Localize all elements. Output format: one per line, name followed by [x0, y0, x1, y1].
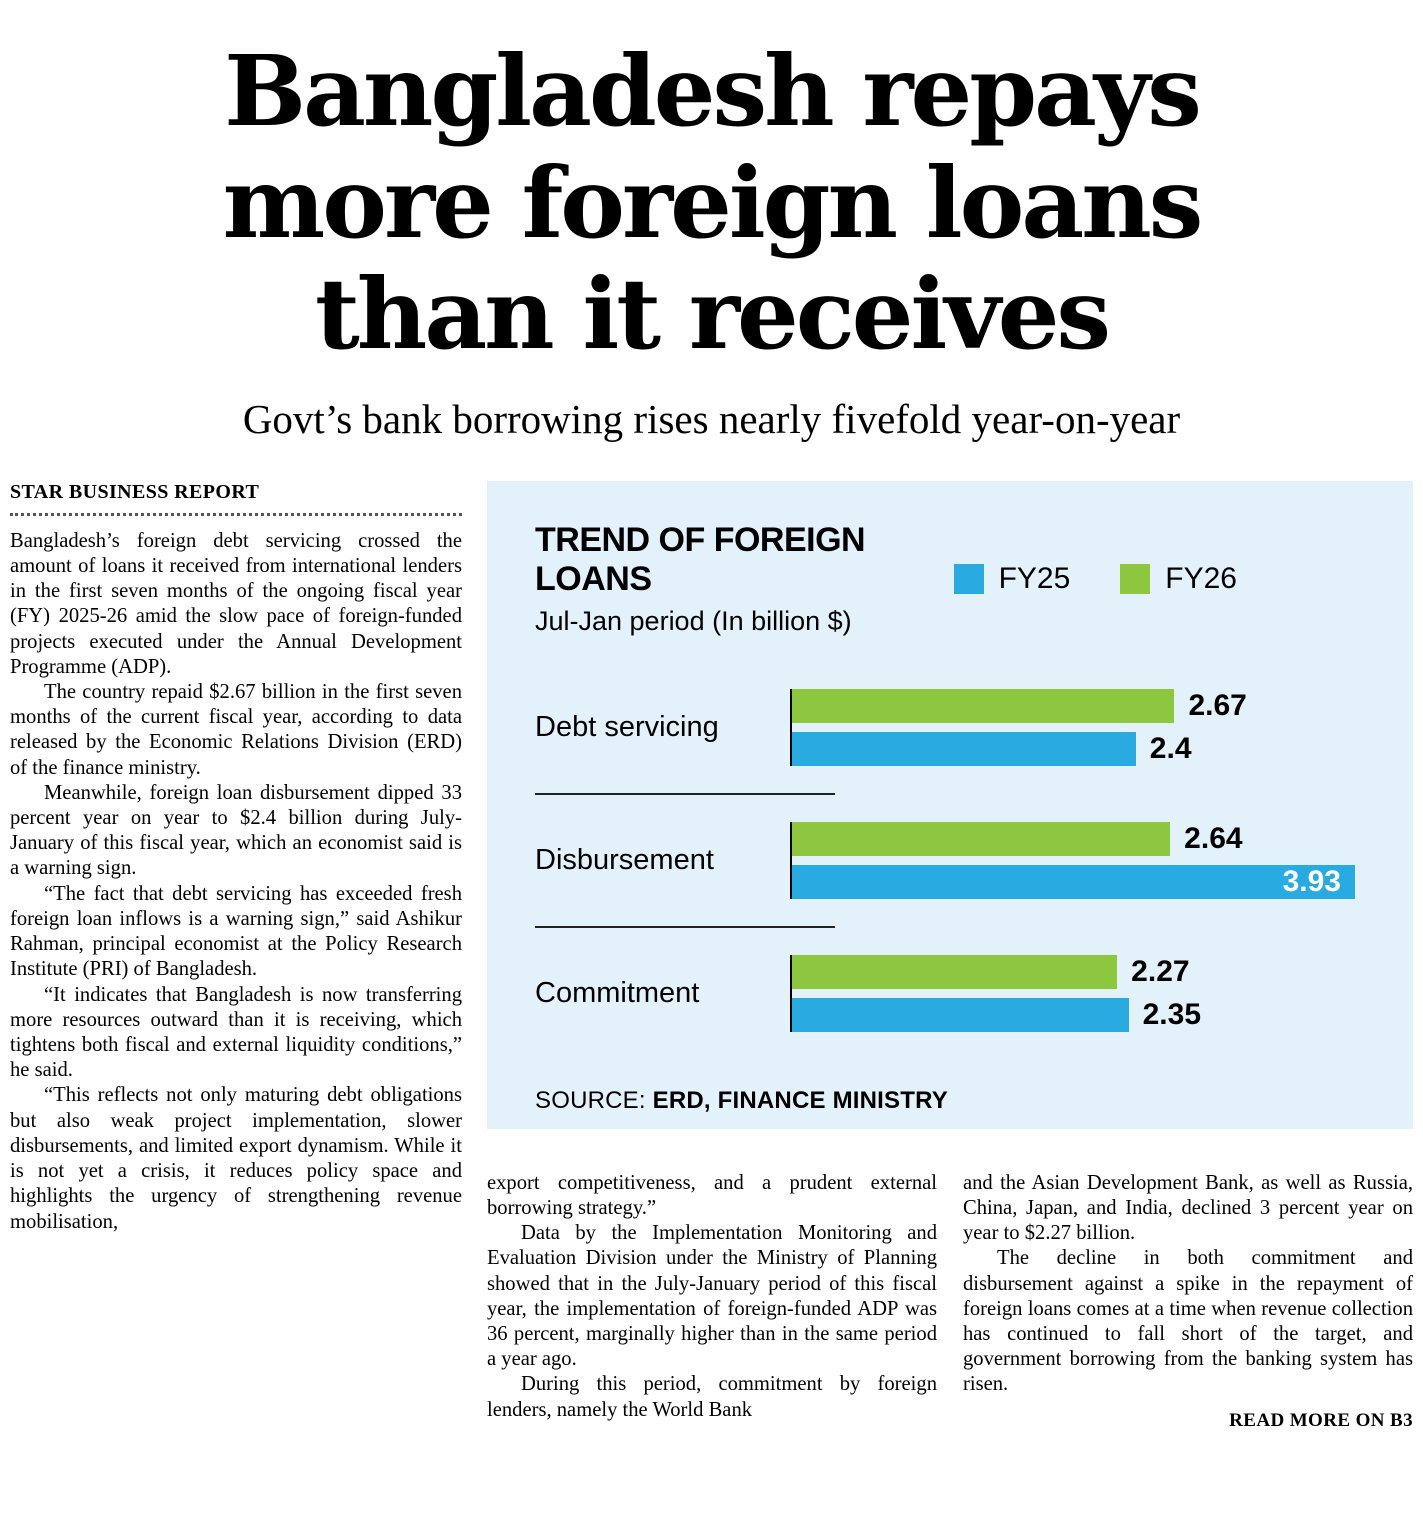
bar-row: 2.64 [792, 821, 1365, 856]
legend-label: FY26 [1165, 561, 1237, 595]
article-paragraph: and the Asian Development Bank, as well … [963, 1171, 1413, 1245]
bar-row: 2.35 [792, 997, 1365, 1032]
column-3-paragraphs: and the Asian Development Bank, as well … [963, 1171, 1413, 1398]
chart-category-label: Debt servicing [535, 710, 719, 743]
chart-bars: 2.27 2.35 [790, 954, 1365, 1032]
article-paragraph: export competitiveness, and a prudent ex… [487, 1171, 937, 1219]
chart-title-block: TREND OF FOREIGN LOANS Jul-Jan period (I… [535, 521, 954, 637]
bar-row: 2.4 [792, 731, 1365, 766]
bar-fy25 [792, 997, 1129, 1032]
byline-rule [10, 512, 462, 516]
article-column-1: STAR BUSINESS REPORT Bangladesh’s foreig… [10, 481, 462, 1432]
article-paragraph: During this period, commitment by foreig… [487, 1373, 937, 1421]
headline-line: Bangladesh repays [224, 34, 1202, 148]
legend-swatch [1120, 563, 1151, 594]
bar-row: 2.27 [792, 954, 1365, 989]
article-paragraph: The country repaid $2.67 billion in the … [10, 680, 462, 779]
article-body: STAR BUSINESS REPORT Bangladesh’s foreig… [10, 480, 1413, 1432]
article-paragraph: Data by the Implementation Monitoring an… [487, 1222, 937, 1371]
chart-bars: 2.67 2.4 [790, 688, 1365, 766]
article-column-3: and the Asian Development Bank, as well … [963, 1171, 1413, 1432]
bar-fy25: 3.93 [792, 864, 1355, 899]
chart-separator [535, 925, 835, 928]
bar-value-label: 3.93 [1282, 864, 1341, 898]
chart-group: Debt servicing 2.67 2.4 [535, 688, 1365, 766]
bar-value-label: 2.64 [1184, 821, 1243, 855]
bar-row: 2.67 [792, 688, 1365, 723]
chart-subtitle: Jul-Jan period (In billion $) [535, 605, 852, 636]
chart-legend: FY25 FY26 [953, 561, 1237, 596]
chart-source: SOURCE: ERD, FINANCE MINISTRY [535, 1087, 1365, 1115]
chart-groups: Debt servicing 2.67 2.4 Disbursement 2.64 3.9… [535, 688, 1365, 1032]
right-area: TREND OF FOREIGN LOANS Jul-Jan period (I… [487, 480, 1413, 1432]
headline: Bangladesh repays more foreign loans than … [10, 34, 1413, 372]
chart-bars: 2.64 3.93 [790, 821, 1365, 899]
chart-source-label: SOURCE: [535, 1086, 646, 1114]
article-column-2: export competitiveness, and a prudent ex… [487, 1171, 937, 1432]
bar-value-label: 2.27 [1131, 954, 1190, 988]
bar-fy25 [792, 731, 1136, 766]
bar-row: 3.93 [792, 864, 1365, 899]
read-more: READ MORE ON B3 [1229, 1409, 1413, 1431]
column-1-paragraphs: Bangladesh’s foreign debt servicing cros… [10, 529, 462, 1235]
chart-header: TREND OF FOREIGN LOANS Jul-Jan period (I… [535, 521, 1365, 637]
bar-fy26 [792, 688, 1175, 723]
bar-value-label: 2.4 [1149, 731, 1192, 765]
headline-line: than it receives [314, 257, 1111, 372]
subheadline: Govt’s bank borrowing rises nearly fivef… [242, 395, 1181, 442]
article-paragraph: “The fact that debt servicing has exceed… [10, 882, 462, 981]
chart-separator [535, 792, 835, 795]
chart-source-text: ERD, FINANCE MINISTRY [652, 1086, 948, 1114]
article-paragraph: Meanwhile, foreign loan disbursement dip… [10, 781, 462, 880]
chart-category-label: Disbursement [535, 843, 714, 876]
chart-group: Disbursement 2.64 3.93 [535, 821, 1365, 899]
legend-item-fy26: FY26 [1120, 562, 1237, 596]
chart-title: TREND OF FOREIGN LOANS [535, 520, 866, 598]
bar-fy26 [792, 954, 1118, 989]
chart-group: Commitment 2.27 2.35 [535, 954, 1365, 1032]
article-paragraph: “It indicates that Bangladesh is now tra… [10, 983, 462, 1082]
bottom-columns: export competitiveness, and a prudent ex… [487, 1171, 1413, 1432]
byline: STAR BUSINESS REPORT [10, 480, 260, 503]
article-paragraph: The decline in both commitment and disbu… [963, 1247, 1413, 1396]
legend-label: FY25 [998, 561, 1071, 595]
legend-item-fy25: FY25 [953, 561, 1071, 596]
bar-value-label: 2.67 [1188, 688, 1247, 722]
chart-panel: TREND OF FOREIGN LOANS Jul-Jan period (I… [487, 480, 1413, 1129]
bar-fy26 [792, 821, 1171, 856]
legend-swatch [953, 563, 984, 594]
article-paragraph: Bangladesh’s foreign debt servicing cros… [10, 529, 462, 678]
headline-line: more foreign loans [222, 145, 1204, 260]
chart-category-label: Commitment [535, 976, 700, 1009]
bar-value-label: 2.35 [1142, 997, 1202, 1031]
article-paragraph: “This reflects not only maturing debt ob… [10, 1084, 462, 1233]
